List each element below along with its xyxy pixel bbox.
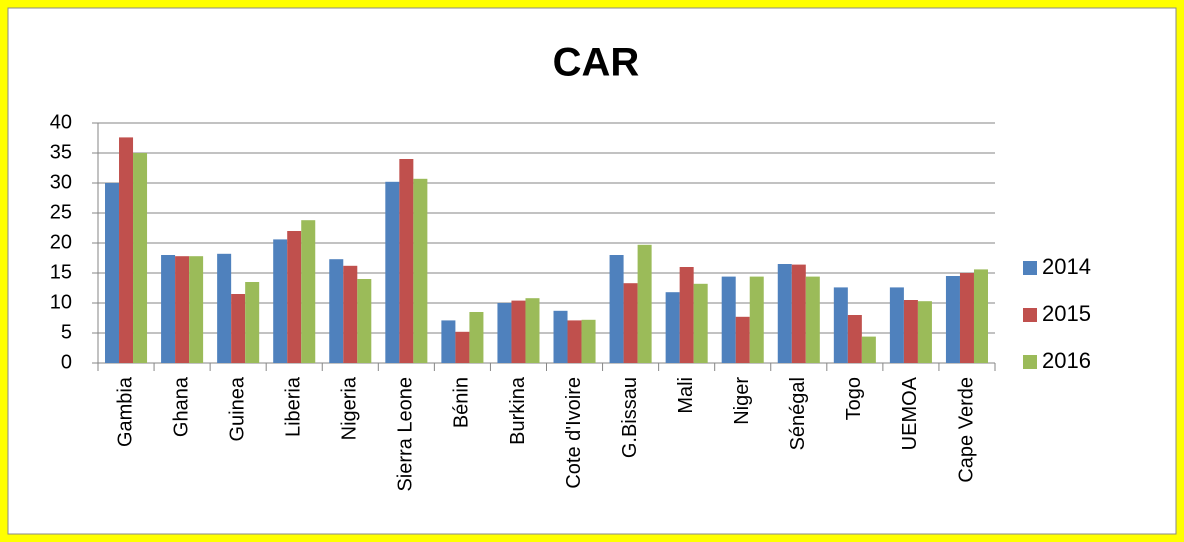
bar: [273, 239, 288, 363]
bar: [861, 336, 876, 363]
bar: [119, 137, 134, 363]
y-tick-label: 30: [50, 171, 72, 193]
bar: [413, 178, 428, 363]
y-tick-label: 35: [50, 141, 72, 163]
bar: [399, 159, 414, 363]
bar: [511, 300, 526, 363]
bar: [609, 255, 624, 363]
x-tick-label: Liberia: [283, 376, 305, 437]
bar: [343, 265, 358, 363]
legend-swatch: [1023, 355, 1037, 369]
y-tick-label: 10: [50, 291, 72, 313]
x-tick-label: Guinea: [226, 376, 248, 441]
bar: [441, 320, 456, 363]
x-tick-label: Sénégal: [787, 377, 809, 450]
y-tick-label: 5: [61, 321, 72, 343]
x-tick-label: Gambia: [114, 376, 136, 447]
bar: [469, 312, 484, 363]
bar: [245, 282, 260, 363]
bar: [917, 301, 932, 363]
bar: [903, 300, 918, 363]
bar: [301, 220, 316, 363]
bar: [623, 283, 638, 363]
x-tick-label: Cape Verde: [955, 377, 977, 483]
bar: [959, 273, 974, 363]
bar: [189, 256, 204, 363]
bar: [175, 256, 190, 363]
bar: [637, 244, 652, 363]
y-tick-label: 15: [50, 261, 72, 283]
legend-label: 2014: [1042, 254, 1091, 279]
x-tick-label: Mali: [675, 377, 697, 414]
bar: [357, 279, 372, 363]
bar: [581, 319, 596, 363]
y-tick-label: 40: [50, 111, 72, 133]
y-tick-label: 0: [61, 351, 72, 373]
bar: [847, 315, 862, 363]
chart-title: CAR: [553, 41, 640, 85]
bar: [749, 276, 764, 363]
x-tick-label: UEMOA: [899, 376, 921, 450]
x-tick-label: Ghana: [170, 376, 192, 437]
x-tick-label: G.Bissau: [619, 377, 641, 458]
bar: [567, 320, 582, 363]
bar: [497, 303, 512, 363]
bar: [805, 276, 820, 363]
x-tick-label: Bénin: [451, 377, 473, 428]
bar: [553, 310, 568, 363]
bar: [721, 276, 736, 363]
bar: [231, 294, 246, 363]
legend-label: 2015: [1042, 301, 1091, 326]
x-tick-label: Togo: [843, 377, 865, 420]
legend-swatch: [1023, 308, 1037, 322]
bar: [833, 287, 848, 363]
bar: [973, 269, 988, 363]
y-tick-label: 25: [50, 201, 72, 223]
bar: [455, 331, 470, 363]
bar: [945, 276, 960, 363]
x-tick-label: Cote d'Ivoire: [563, 377, 585, 489]
bar: [735, 316, 750, 363]
y-tick-label: 20: [50, 231, 72, 253]
bar: [385, 181, 400, 363]
bar: [791, 264, 806, 363]
bar: [525, 298, 540, 363]
bar: [105, 183, 120, 363]
x-tick-label: Sierra Leone: [395, 377, 417, 492]
bar: [693, 283, 708, 363]
x-tick-label: Nigeria: [339, 376, 361, 440]
bar: [665, 292, 680, 363]
legend-label: 2016: [1042, 348, 1091, 373]
x-tick-label: Burkina: [507, 376, 529, 445]
legend-swatch: [1023, 261, 1037, 275]
bar: [329, 259, 344, 363]
bar: [679, 267, 694, 363]
bar: [217, 253, 232, 363]
bar: [161, 255, 176, 363]
x-tick-label: Niger: [731, 377, 753, 425]
bar: [133, 153, 148, 363]
bar: [889, 287, 904, 363]
bar: [287, 231, 302, 363]
bar: [777, 264, 792, 363]
